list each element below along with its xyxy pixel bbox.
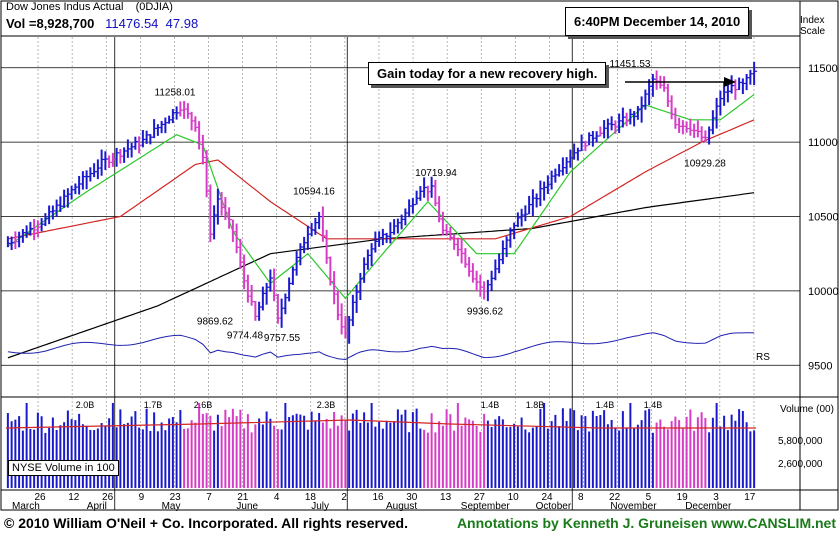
day-label: 9: [139, 492, 145, 503]
volume-annotation: 1.7B: [144, 400, 163, 410]
volume-annotation: 2.0B: [76, 400, 95, 410]
month-label: May: [162, 501, 181, 512]
price-annotation: 9936.62: [467, 306, 504, 317]
ma-200-line: [7, 192, 755, 359]
price-change: 47.98: [165, 16, 199, 31]
price-annotation: 9757.55: [264, 333, 301, 344]
month-label: March: [12, 501, 40, 512]
volume-annotation: 2.3B: [317, 400, 336, 410]
y-tick-label: 11500: [808, 63, 838, 75]
rs-label: RS: [756, 352, 770, 363]
month-label: October: [536, 501, 572, 512]
month-label: September: [461, 501, 511, 512]
axis-labels: 9500 10000 10500 11000 11500 RS Volume (00) 5,8…: [12, 63, 839, 512]
index-title: Dow Jones Indus Actual (0DJIA): [6, 1, 173, 13]
price-annotation: 10719.94: [415, 168, 457, 179]
day-label: 26: [34, 492, 46, 503]
vol-label: Vol =8,928,700: [6, 16, 95, 31]
index-scale-line1: Index: [800, 15, 825, 26]
vol-line: Vol =8,928,700 11476.54 47.98: [6, 16, 198, 31]
day-label: 19: [677, 492, 689, 503]
day-label: 16: [372, 492, 384, 503]
volume-annotation: 1.4B: [596, 400, 615, 410]
day-label: 8: [578, 492, 584, 503]
day-label: 18: [305, 492, 317, 503]
volume-axis-label: Volume (00): [780, 404, 834, 415]
symbol-text: (0DJIA): [135, 1, 173, 13]
timestamp-box: 6:40PM December 14, 2010: [565, 7, 750, 36]
price-annotation: 10594.16: [293, 186, 335, 197]
day-label: 30: [406, 492, 418, 503]
last-price: 11476.54: [105, 16, 159, 31]
day-label: 23: [170, 492, 182, 503]
day-label: 2: [341, 492, 347, 503]
volume-annotation: 1.4B: [644, 400, 663, 410]
price-annotation: 11258.01: [155, 88, 196, 99]
day-label: 17: [744, 492, 756, 503]
day-label: 3: [713, 492, 719, 503]
relative-strength-line: [7, 332, 755, 361]
nyse-volume-label: NYSE Volume in 100: [8, 460, 119, 476]
moving-average-lines: [7, 94, 755, 359]
nyse-volume-text: NYSE Volume in 100: [12, 462, 115, 474]
day-label: 26: [102, 492, 114, 503]
price-annotation: 10929.28: [684, 159, 726, 170]
month-label: June: [236, 501, 258, 512]
credit-text: Annotations by Kenneth J. Gruneisen www.…: [456, 515, 836, 531]
copyright: © 2010 William O'Neil + Co. Incorporated…: [4, 515, 408, 531]
index-scale-line2: Scale: [800, 26, 826, 37]
volume-tick-label: 2,600,000: [778, 459, 823, 470]
rs-line: [7, 332, 755, 361]
month-label: April: [87, 501, 107, 512]
price-annotation: 9774.48: [227, 330, 264, 341]
volume-annotation: 2.6B: [194, 400, 213, 410]
ma-10-line: [7, 94, 755, 300]
volume-average-line: [5, 419, 756, 429]
y-tick-label: 10000: [808, 286, 839, 298]
day-label: 10: [508, 492, 520, 503]
copyright-text: © 2010 William O'Neil + Co. Incorporated…: [4, 515, 408, 531]
day-label: 5: [646, 492, 652, 503]
month-label: November: [610, 501, 657, 512]
price-bars: [6, 61, 758, 344]
day-label: 13: [440, 492, 452, 503]
day-label: 22: [609, 492, 621, 503]
price-annotation: 9869.62: [197, 316, 234, 327]
month-label: December: [685, 501, 732, 512]
y-tick-label: 11000: [808, 137, 838, 149]
price-annotations: 11258.01 9869.62 9774.48 9757.55 10594.16 107…: [155, 59, 736, 344]
annotation-credit: Annotations by Kenneth J. Gruneisen www.…: [457, 515, 836, 531]
day-label: 4: [274, 492, 280, 503]
ma-50-line: [7, 119, 755, 240]
day-label: 7: [206, 492, 212, 503]
month-label: August: [386, 501, 417, 512]
day-label: 21: [237, 492, 249, 503]
volume-annotation: 1.8B: [526, 400, 545, 410]
day-label: 24: [541, 492, 553, 503]
month-label: July: [311, 501, 329, 512]
y-tick-label: 9500: [808, 360, 832, 372]
annotation-text: Gain today for a new recovery high.: [377, 66, 598, 81]
y-tick-label: 10500: [808, 212, 839, 224]
chart-frame: [0, 0, 839, 511]
title-text: Dow Jones Indus Actual: [6, 1, 124, 13]
volume-tick-label: 5,800,000: [778, 436, 823, 447]
day-label: 27: [474, 492, 486, 503]
annotation-box: Gain today for a new recovery high.: [368, 62, 607, 85]
arrow-head: [724, 77, 736, 87]
day-label: 12: [68, 492, 80, 503]
timestamp-text: 6:40PM December 14, 2010: [574, 14, 741, 29]
volume-annotation: 1.4B: [481, 400, 500, 410]
index-scale-label: Index Scale: [800, 15, 825, 37]
volume-bars: [5, 403, 756, 488]
price-annotation: 11451.53: [610, 59, 651, 70]
